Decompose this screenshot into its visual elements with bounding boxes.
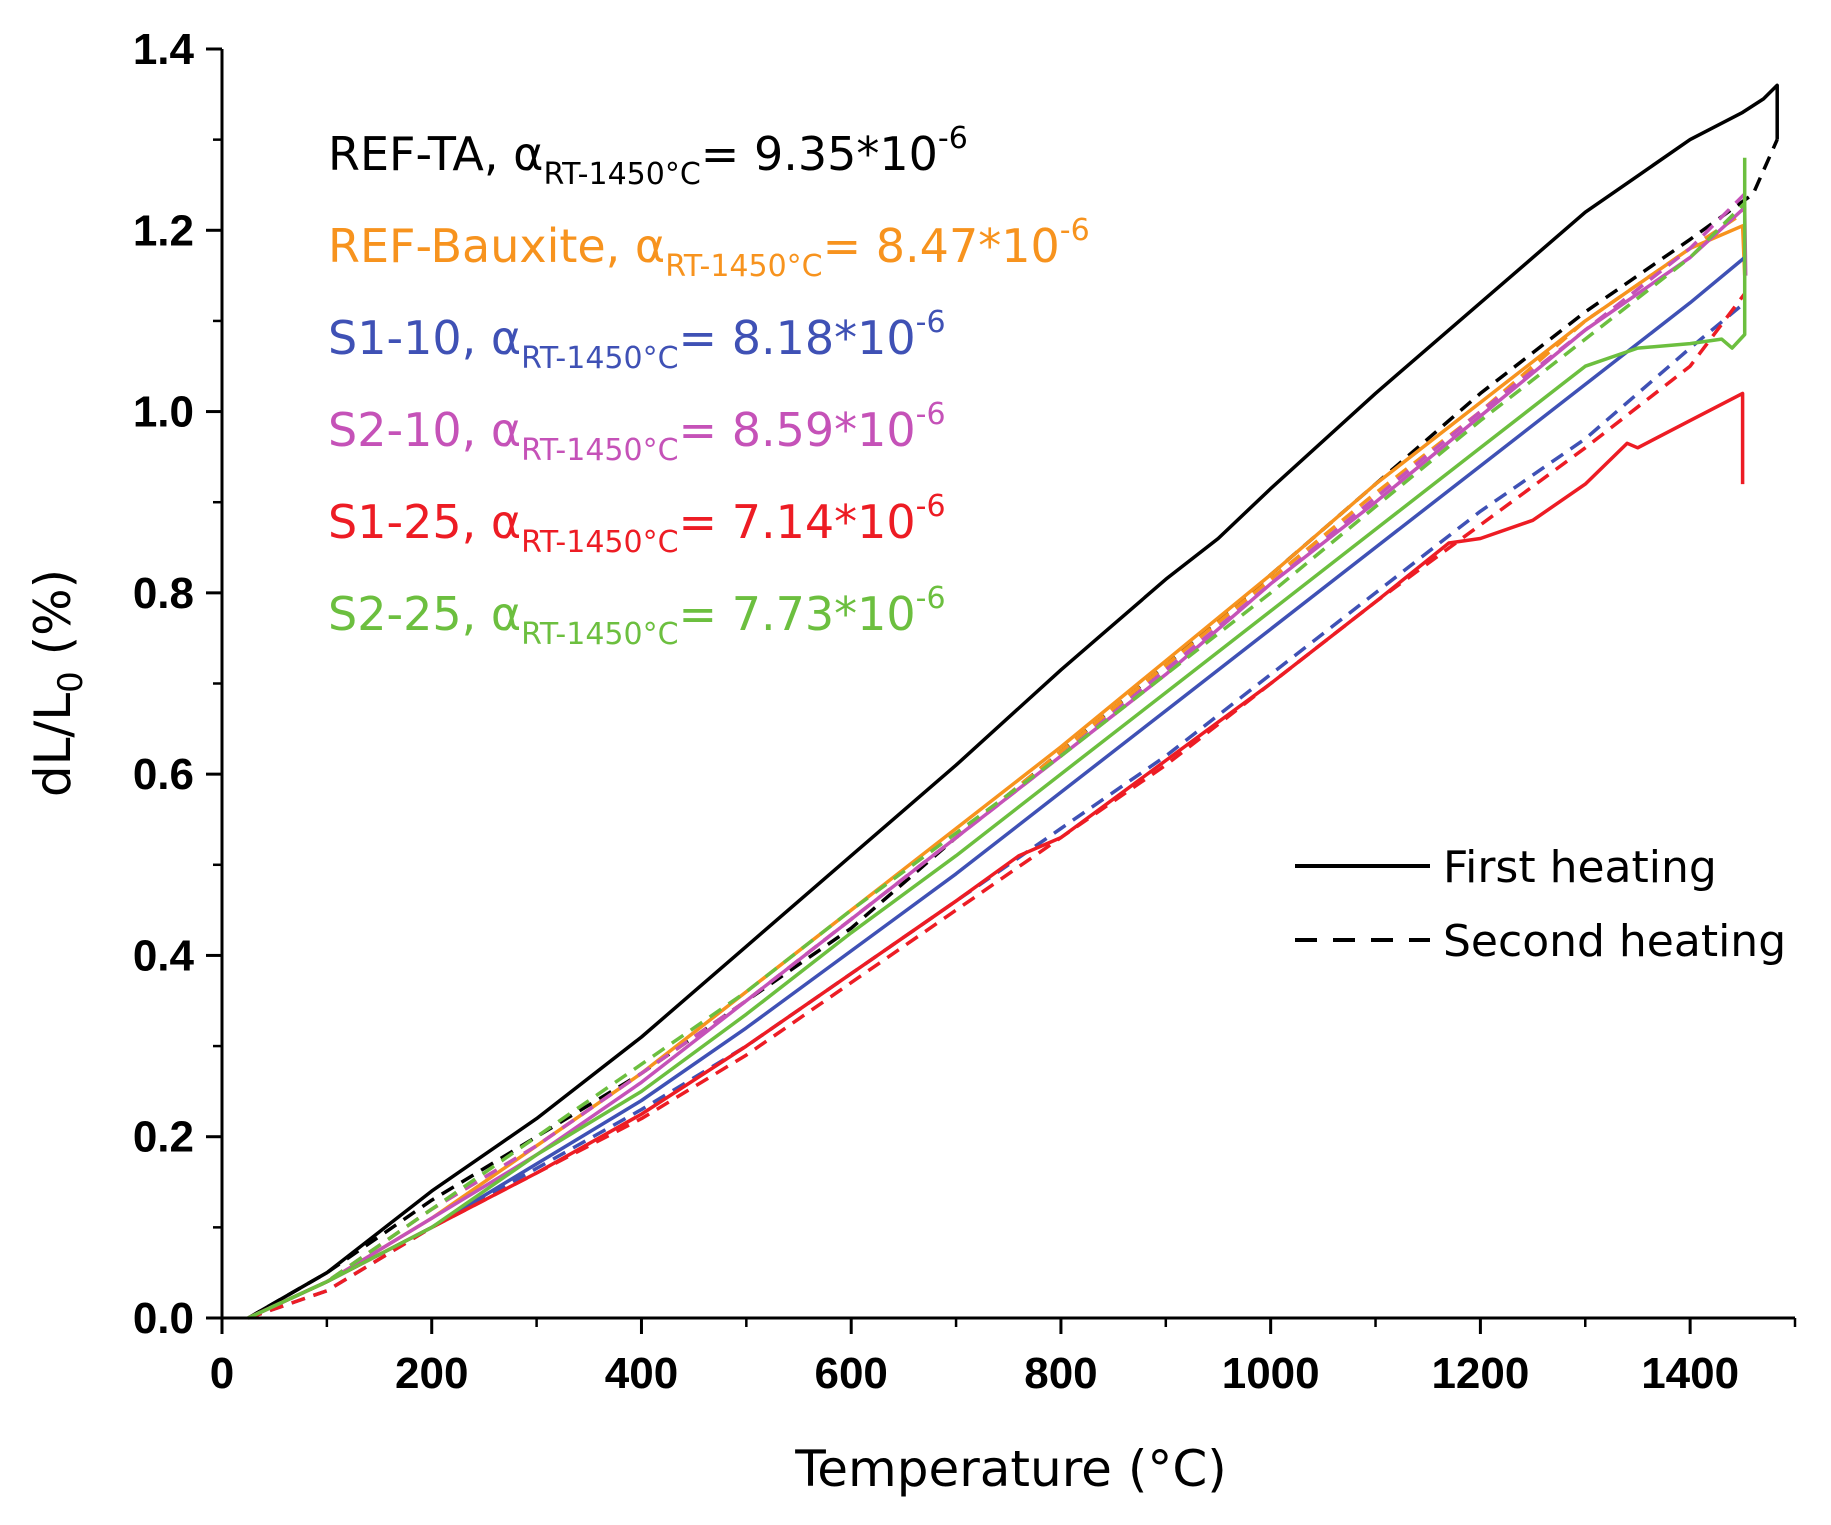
- series-s1-10-first-heating: [247, 256, 1746, 1320]
- y-tick-label: 0.4: [133, 931, 195, 980]
- series-s1-25-second-heating: [247, 292, 1747, 1320]
- legend: First heating Second heating: [1295, 842, 1786, 967]
- y-axis-title-sub: 0: [51, 671, 91, 693]
- x-tick-label: 600: [814, 1349, 887, 1398]
- series-ref-bauxite-second-heating: [247, 210, 1746, 1320]
- x-tick-label: 0: [210, 1349, 234, 1398]
- legend-second-heating: Second heating: [1443, 916, 1786, 967]
- x-tick-label: 1000: [1222, 1349, 1320, 1398]
- series-layer: [247, 83, 1779, 1320]
- ticks-layer: 0 200 400 600 800 1000 1200 1400 0.0 0.2 0.4 0.6 0.8…: [133, 25, 1797, 1398]
- series-ref-ta-first-heating: [247, 83, 1779, 1320]
- y-axis-title: dL/L0 (%): [24, 569, 91, 797]
- legend-first-heating: First heating: [1443, 842, 1717, 893]
- y-tick-label: 1.2: [133, 206, 194, 255]
- y-tick-label: 1.4: [133, 25, 195, 74]
- y-tick-label: 0.8: [133, 569, 194, 618]
- annotation-s2-25: S2-25, αRT-1450°C= 7.73*10-6: [328, 581, 946, 652]
- x-tick-label: 1200: [1431, 1349, 1529, 1398]
- x-tick-label: 400: [605, 1349, 678, 1398]
- y-tick-label: 0.0: [133, 1294, 194, 1343]
- x-axis-title: Temperature (°C): [794, 1440, 1227, 1498]
- x-tick-label: 800: [1024, 1349, 1097, 1398]
- x-tick-label: 200: [395, 1349, 468, 1398]
- annotations-layer: REF-TA, αRT-1450°C= 9.35*10-6 REF-Bauxite…: [328, 121, 1090, 652]
- series-s2-25-first-heating: [247, 157, 1747, 1320]
- series-s2-25-second-heating: [247, 201, 1746, 1320]
- y-tick-label: 0.6: [133, 750, 194, 799]
- y-axis-title-main: dL/L: [24, 693, 82, 797]
- y-axis-title-tail: (%): [24, 569, 82, 671]
- x-tick-label: 1400: [1641, 1349, 1739, 1398]
- series-s1-25-first-heating: [247, 391, 1745, 1320]
- series-s2-10-second-heating: [247, 192, 1746, 1320]
- y-tick-label: 1.0: [133, 388, 194, 437]
- y-tick-label: 0.2: [133, 1113, 194, 1162]
- annotation-s2-10: S2-10, αRT-1450°C= 8.59*10-6: [328, 397, 946, 468]
- annotation-ref-bauxite: REF-Bauxite, αRT-1450°C= 8.47*10-6: [328, 213, 1090, 284]
- annotation-s1-10: S1-10, αRT-1450°C= 8.18*10-6: [328, 305, 946, 376]
- annotation-ref-ta: REF-TA, αRT-1450°C= 9.35*10-6: [328, 121, 968, 192]
- annotation-s1-25: S1-25, αRT-1450°C= 7.14*10-6: [328, 489, 946, 560]
